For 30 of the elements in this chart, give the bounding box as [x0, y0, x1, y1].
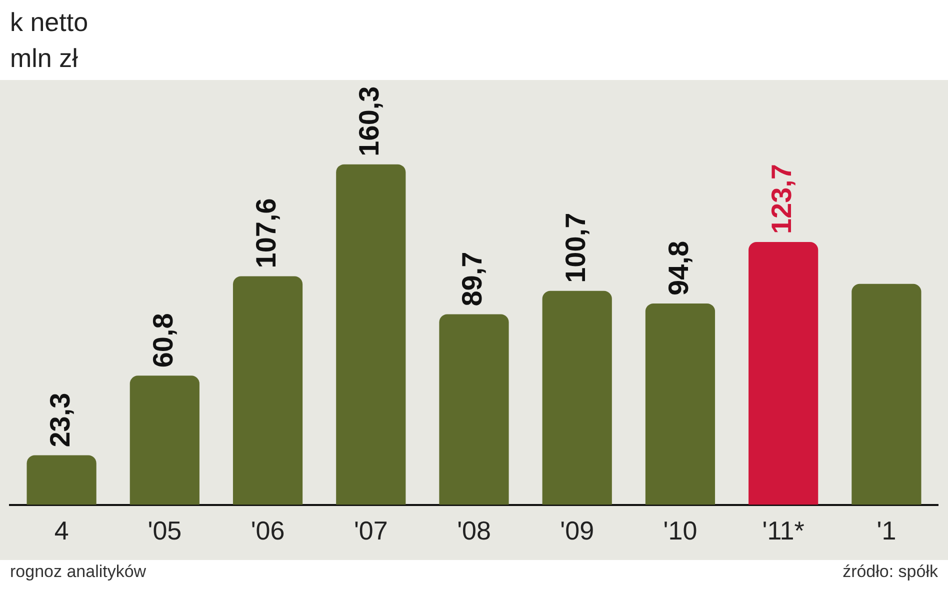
x-tick-label: '1 [876, 516, 896, 546]
bar [26, 455, 96, 505]
x-tick-label: '06 [250, 516, 285, 546]
x-tick-label: '07 [354, 516, 388, 546]
bar [439, 314, 509, 505]
data-label: 23,3 [44, 392, 76, 448]
bar [748, 242, 818, 505]
x-tick-label: '09 [560, 516, 594, 546]
data-label: 160,3 [354, 86, 385, 156]
bar [852, 284, 922, 505]
x-tick-label: '10 [663, 516, 698, 546]
x-tick-label: '05 [148, 516, 182, 546]
bar [232, 276, 303, 505]
x-tick-label: '11* [762, 516, 804, 546]
data-label: 94,8 [662, 240, 694, 296]
chart-subtitle: mln zł [10, 42, 79, 75]
chart-title: k netto [10, 6, 88, 39]
data-label: 123,7 [766, 164, 798, 234]
x-tick-label: 4 [54, 516, 69, 546]
x-tick-label: '08 [457, 516, 491, 546]
text: źródło: spółk [842, 562, 938, 582]
bar [645, 303, 716, 505]
data-label: 60,8 [147, 313, 178, 368]
data-label: 89,7 [456, 252, 488, 306]
data-label: 100,7 [560, 212, 591, 283]
bar [130, 376, 200, 505]
text: rognoz analityków [10, 562, 146, 582]
data-label: 107,6 [250, 198, 282, 268]
bar [542, 290, 612, 505]
bar [336, 164, 406, 505]
